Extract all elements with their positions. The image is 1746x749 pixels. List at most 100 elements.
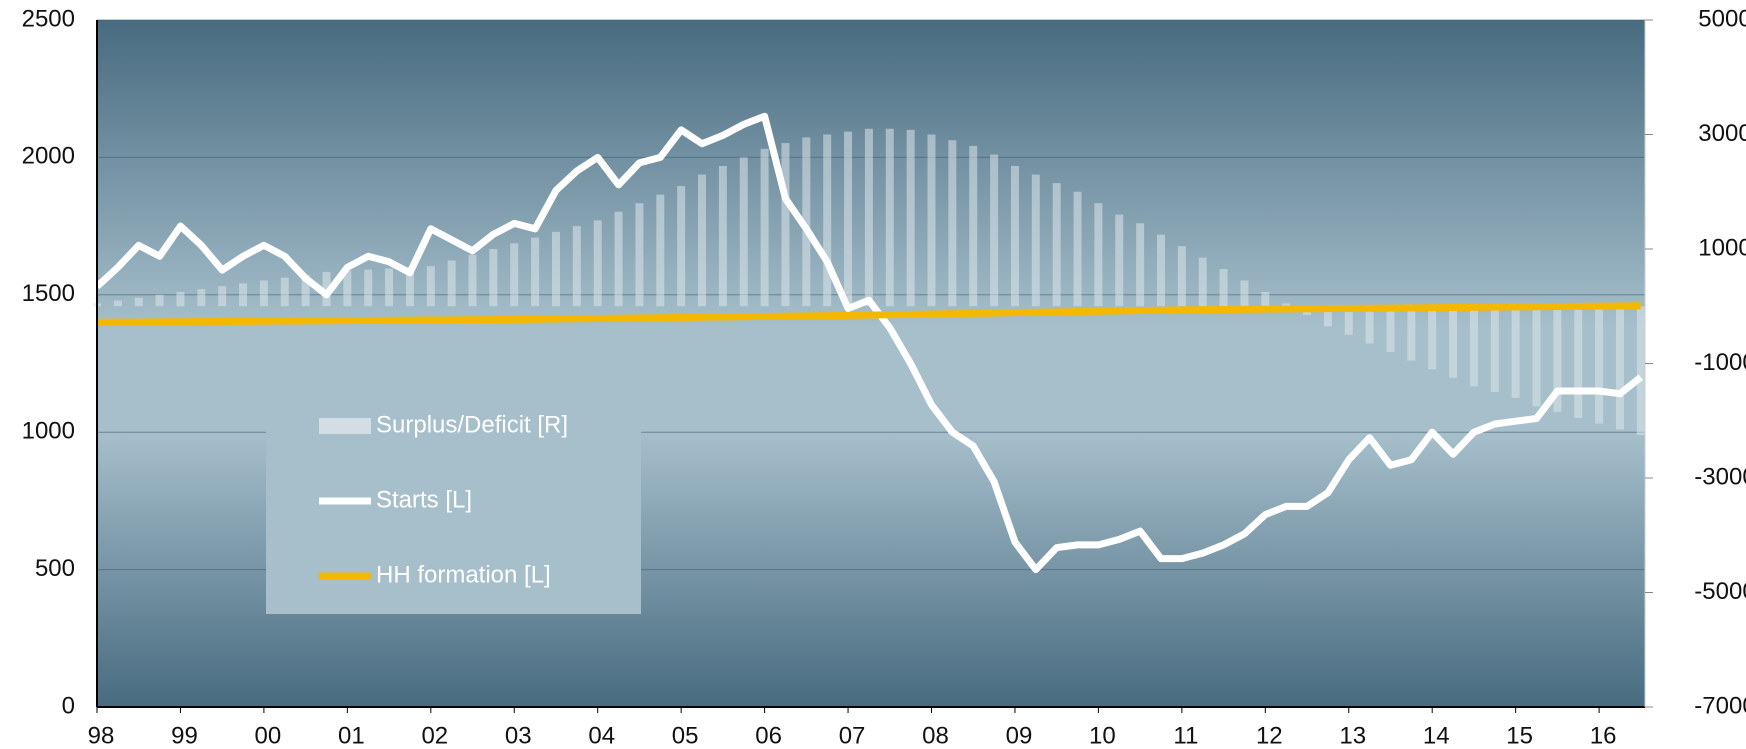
bar: [760, 148, 769, 307]
bar: [343, 270, 352, 307]
bar: [510, 243, 519, 307]
y2-tick-label: -5000: [1694, 578, 1746, 605]
bar: [1073, 191, 1082, 307]
bar: [239, 283, 248, 307]
legend-swatch: [319, 418, 371, 434]
bar: [1595, 306, 1604, 424]
bar: [572, 226, 581, 307]
line: [96, 302, 1641, 326]
bar: [927, 134, 936, 307]
bar: [593, 220, 602, 307]
bar: [364, 269, 373, 307]
x-tick-label: 12: [1256, 722, 1283, 749]
bar: [969, 145, 978, 307]
bar: [844, 131, 853, 307]
bar: [1219, 269, 1228, 307]
bar: [1553, 306, 1562, 413]
bar: [531, 237, 540, 307]
x-tick-label: 98: [88, 722, 115, 749]
bar: [823, 134, 832, 307]
x-tick-label: 10: [1089, 722, 1116, 749]
y2-tick-label: 5000: [1698, 5, 1746, 32]
y-tick-label: 2000: [22, 143, 75, 170]
bar: [635, 203, 644, 307]
bar: [1031, 174, 1040, 307]
bar: [948, 140, 957, 307]
bar: [1136, 223, 1145, 307]
x-tick-label: 01: [338, 722, 365, 749]
bar: [698, 174, 707, 307]
x-tick-label: 04: [588, 722, 615, 749]
y-tick-label: 0: [62, 692, 75, 719]
y2-tick-label: -3000: [1694, 463, 1746, 490]
bar: [280, 277, 289, 307]
bar: [1198, 257, 1207, 307]
y2-tick-label: -7000: [1694, 692, 1746, 719]
line: [94, 112, 1643, 574]
bar: [1615, 306, 1624, 430]
bar: [551, 231, 560, 307]
bar: [447, 260, 456, 307]
x-tick-label: 99: [171, 722, 198, 749]
bar: [176, 291, 185, 307]
bar: [426, 266, 435, 307]
bar: [1282, 303, 1291, 307]
bar: [301, 274, 310, 307]
bar: [1386, 306, 1395, 353]
bar: [1532, 306, 1541, 407]
y2-tick-label: 3000: [1698, 120, 1746, 147]
y-tick-label: 1000: [22, 418, 75, 445]
x-tick-label: 03: [505, 722, 532, 749]
bar: [990, 154, 999, 307]
bar: [113, 300, 122, 307]
bar: [885, 128, 894, 307]
bar: [1344, 306, 1353, 335]
bar: [1407, 306, 1416, 361]
bar: [489, 249, 498, 307]
bar: [1010, 165, 1019, 307]
bar: [864, 128, 873, 307]
bar: [259, 280, 268, 307]
y-tick-label: 1500: [22, 280, 75, 307]
x-tick-label: 13: [1339, 722, 1366, 749]
bar: [781, 143, 790, 307]
bar: [1490, 306, 1499, 393]
bar: [197, 289, 206, 307]
bar: [802, 137, 811, 307]
y-tick-label: 500: [35, 555, 75, 582]
legend-label: Starts [L]: [376, 486, 472, 513]
bar: [405, 267, 414, 307]
bar: [134, 297, 143, 307]
bar: [1636, 306, 1645, 436]
bar: [677, 186, 686, 307]
x-tick-label: 02: [421, 722, 448, 749]
bar: [155, 294, 164, 307]
bar: [1115, 214, 1124, 307]
bar: [1177, 246, 1186, 307]
bar: [1428, 306, 1437, 370]
bar: [218, 286, 227, 307]
y2-tick-label: -1000: [1694, 349, 1746, 376]
x-tick-label: 16: [1590, 722, 1617, 749]
y-tick-label: 2500: [22, 5, 75, 32]
bar: [1365, 306, 1374, 344]
bar: [1574, 306, 1583, 418]
bar: [718, 165, 727, 307]
x-tick-label: 15: [1506, 722, 1533, 749]
x-tick-label: 09: [1006, 722, 1033, 749]
x-tick-label: 06: [755, 722, 782, 749]
x-tick-label: 14: [1423, 722, 1450, 749]
x-tick-label: 07: [839, 722, 866, 749]
bar: [1323, 306, 1332, 327]
bar: [1156, 234, 1165, 307]
bar: [656, 194, 665, 307]
bar: [739, 157, 748, 307]
bar: [1240, 280, 1249, 307]
x-tick-label: 08: [922, 722, 949, 749]
bar: [1261, 291, 1270, 307]
x-tick-label: 00: [255, 722, 282, 749]
bar: [1469, 306, 1478, 387]
bar: [1094, 203, 1103, 307]
bar: [1052, 183, 1061, 307]
